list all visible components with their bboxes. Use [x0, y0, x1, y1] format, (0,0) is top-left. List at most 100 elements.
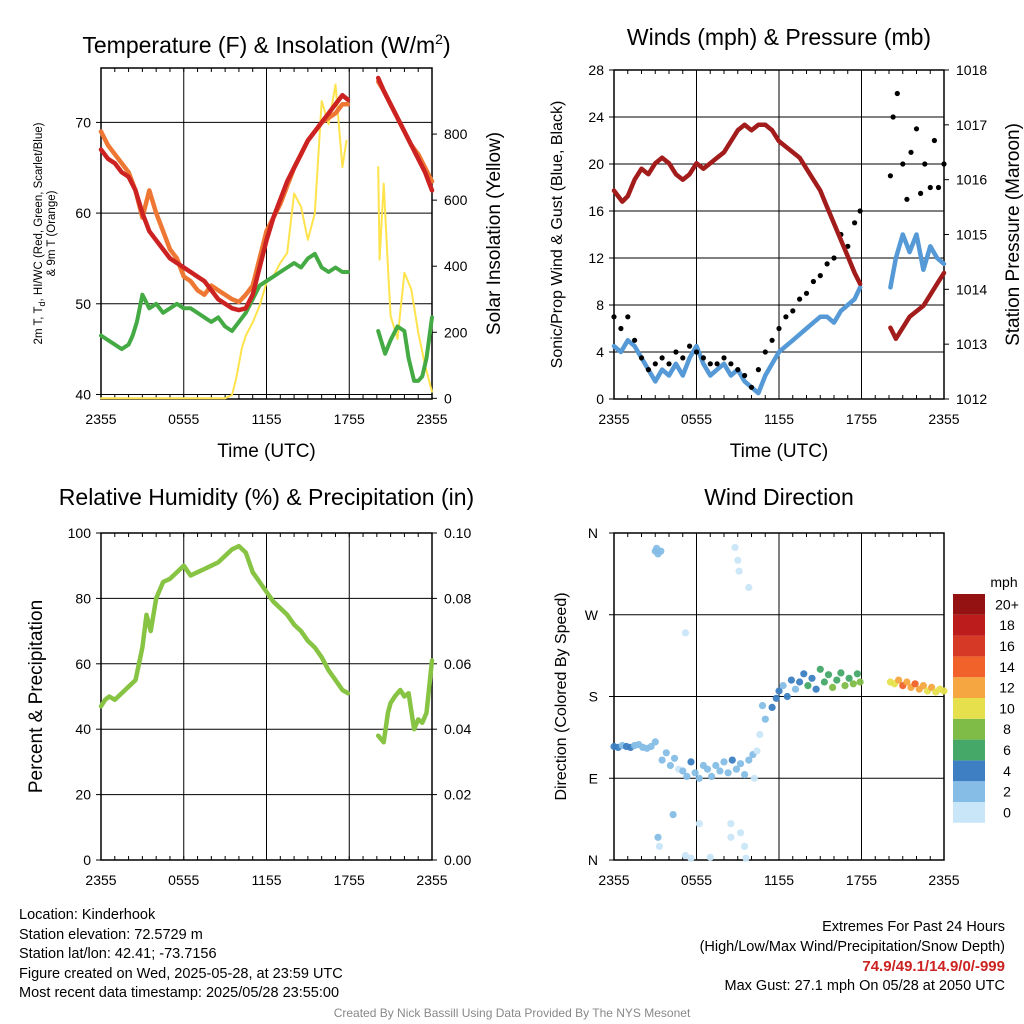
humidity-precipitation-panel: 2355 0555 1155 1755 2355 Relative Humidity (%… [26, 484, 474, 888]
gust-point [810, 278, 817, 285]
y-axis-label-line: 2m T, Td, HI/WC (Red, Green, Scarlet/Blu… [33, 122, 47, 344]
colorbar-label: 6 [1003, 742, 1011, 758]
gust-point [742, 372, 748, 379]
direction-point [940, 687, 948, 695]
colorbar-label: 0 [1003, 804, 1011, 820]
x-tick-label: 2355 [598, 872, 629, 888]
y2-tick-label: 1014 [956, 281, 987, 297]
direction-point [856, 678, 864, 686]
gust-point [762, 349, 768, 355]
extremes-heading: Extremes For Past 24 Hours [822, 919, 1005, 935]
created-text: Figure created on Wed, 2025-05-28, at 23… [19, 965, 343, 982]
colorbar-cell [953, 781, 985, 802]
y2-tick-label: 1018 [956, 62, 987, 78]
direction-point [745, 756, 753, 764]
series-dewpoint [99, 251, 350, 352]
direction-point [804, 682, 812, 690]
direction-point [727, 820, 735, 828]
gust-point [687, 343, 693, 349]
gust-point [700, 355, 707, 361]
direction-point [734, 556, 742, 564]
gust-point [824, 261, 830, 267]
y-tick-label: E [589, 770, 598, 786]
gust-point [852, 220, 858, 226]
direction-point [903, 678, 911, 686]
gust-point [659, 355, 665, 361]
colorbar-cell [953, 594, 985, 615]
gust-point [693, 349, 700, 355]
direction-point [745, 583, 753, 592]
colorbar-cell [953, 802, 985, 823]
direction-point [753, 747, 761, 755]
y-tick-label: 4 [596, 344, 604, 360]
gust-point [857, 208, 863, 214]
y2-tick-label: 0.04 [444, 721, 471, 737]
y-tick-label: 20 [588, 156, 604, 172]
y-axis-label-group: Sonic/Prop Wind & Gust (Blue, Black) [549, 101, 566, 369]
chart-title: Wind Direction [704, 484, 854, 510]
y2-tick-label: 1012 [956, 391, 987, 407]
y-tick-label: 60 [75, 656, 91, 672]
y2-tick-label: 0.08 [444, 590, 471, 606]
temperature-insolation-panel: 2355 0555 1155 1755 2355 Temperature (F) & In… [33, 31, 505, 462]
x-tick-label: 0555 [681, 411, 712, 427]
gust-point [721, 355, 727, 361]
direction-point [895, 676, 903, 684]
y-tick-label: W [585, 607, 599, 623]
direction-point [695, 774, 703, 782]
x-tick-label: 1155 [764, 411, 794, 427]
y-tick-label: 20 [75, 787, 91, 803]
x-axis-label: Time (UTC) [730, 441, 829, 462]
direction-point [791, 685, 800, 693]
y-tick-label: 0 [83, 852, 91, 868]
y-axis-label-group: Percent & Precipitation [26, 600, 47, 793]
y2-tick-label: 0.00 [444, 852, 471, 868]
gust-point [611, 314, 617, 320]
x-tick-label: 2355 [928, 411, 959, 427]
y2-tick-label: 1015 [956, 227, 987, 243]
x-tick-label: 2355 [85, 872, 116, 888]
y-tick-label: 28 [588, 62, 604, 78]
colorbar-cell [953, 635, 985, 657]
y-tick-label: 0 [596, 391, 604, 407]
x-tick-label: 0555 [168, 411, 199, 427]
x-tick-label: 1155 [251, 872, 281, 888]
gust-point [887, 173, 894, 179]
extremes-info: Extremes For Past 24 Hours (High/Low/Max… [700, 918, 1005, 996]
series-solar-insolation [377, 166, 433, 393]
chart-title: Temperature (F) & Insolation (W/m2) [82, 31, 450, 58]
series-solar-insolation [100, 83, 348, 400]
colorbar-unit-label: mph [990, 574, 1017, 590]
gust-point [900, 161, 906, 167]
direction-point [808, 674, 816, 682]
gust-point [941, 161, 947, 167]
direction-point [666, 761, 675, 770]
chart-title: Winds (mph) & Pressure (mb) [627, 24, 931, 50]
colorbar-cell [953, 760, 985, 782]
direction-point [736, 829, 745, 837]
gust-point [790, 308, 796, 314]
plot-frame [100, 67, 433, 400]
gust-point [776, 325, 782, 332]
x-tick-label: 1755 [846, 872, 877, 888]
direction-point [708, 772, 716, 781]
gust-point [894, 90, 900, 97]
x-tick-label: 2355 [416, 411, 447, 427]
colorbar-label: 14 [999, 659, 1015, 675]
y-tick-label: 60 [75, 205, 91, 221]
direction-point [670, 754, 679, 762]
colorbar-cell [953, 614, 985, 636]
direction-point [720, 758, 728, 766]
credit-text: Created By Nick Bassill Using Data Provi… [333, 1006, 691, 1020]
x-tick-label: 2355 [928, 872, 959, 888]
gust-point [803, 290, 810, 296]
series-2m-temperature [375, 75, 435, 193]
y-tick-label: 100 [68, 525, 92, 541]
gust-point [652, 361, 658, 367]
y2-axis-label-group: Solar Insolation (Yellow) [484, 132, 505, 335]
y2-tick-label: 600 [444, 192, 468, 208]
y-axis-label: Direction (Colored By Speed) [553, 592, 570, 800]
gust-point [797, 296, 803, 302]
gust-point [890, 114, 896, 120]
gust-point [728, 361, 734, 367]
